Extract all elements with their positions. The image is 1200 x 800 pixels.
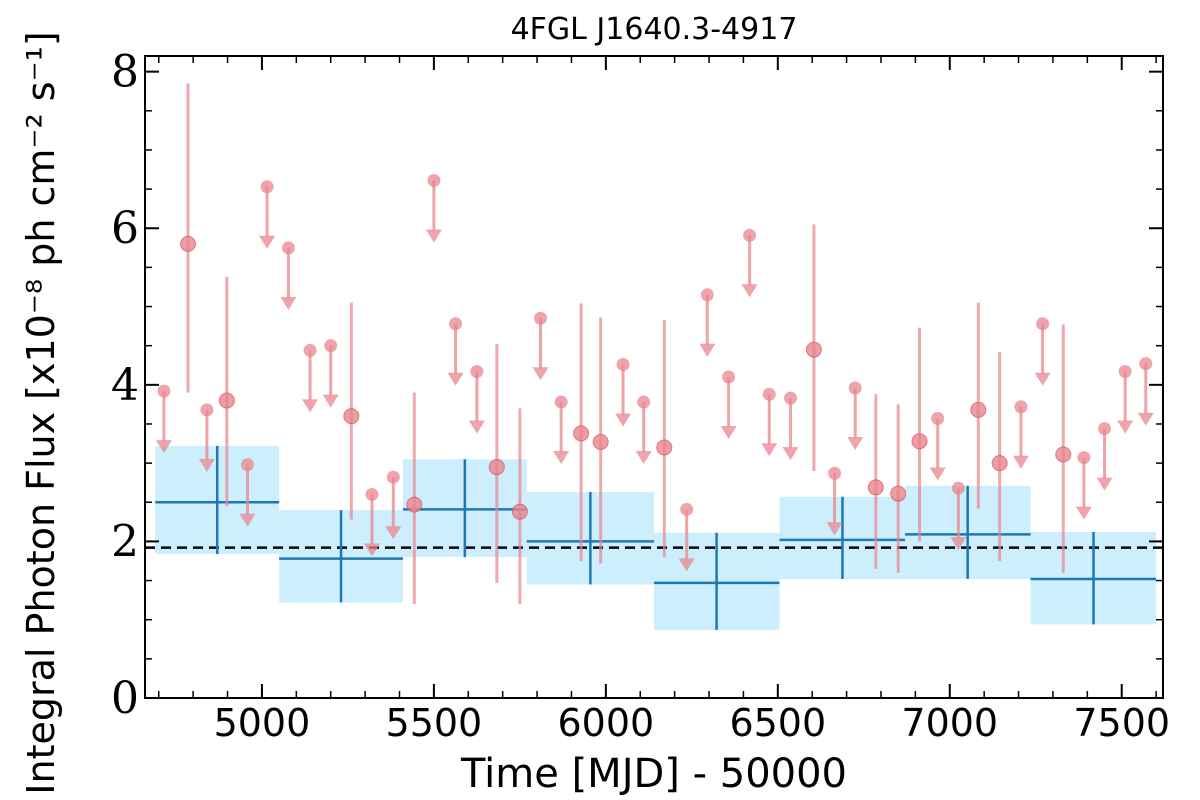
detection-point-3 [406,496,423,513]
upper-limit-arrowhead-9 [425,229,442,243]
detection-point-0 [179,235,196,252]
detection-point-5 [511,503,528,520]
detection-point-6 [573,425,590,442]
upper-limit-point-1 [200,403,214,417]
upper-limit-point-24 [931,411,945,425]
detection-point-15 [1055,446,1072,463]
y-tick-label-0: 0 [111,673,139,724]
detection-point-14 [991,455,1008,472]
upper-limit-arrowhead-17 [699,343,716,357]
y-tick-label-1: 2 [111,516,139,567]
upper-limit-point-29 [1098,422,1112,436]
upper-limit-point-18 [722,370,736,384]
plot-area [145,83,1163,630]
upper-limit-arrowhead-23 [847,436,864,450]
y-tick-label-3: 6 [111,203,139,254]
upper-limit-point-11 [470,365,484,379]
upper-limit-point-19 [743,228,757,242]
upper-limit-arrowhead-28 [1075,506,1092,520]
upper-limit-arrowhead-24 [929,467,946,481]
upper-limit-arrowhead-11 [468,420,485,434]
detection-point-2 [343,408,360,425]
upper-limit-point-9 [427,173,441,187]
y-axis-label: Integral Photon Flux [x10⁻⁸ ph cm⁻² s⁻¹] [19,31,63,794]
x-tick-label-4: 7000 [901,701,998,745]
upper-limit-point-8 [386,470,400,484]
upper-limit-arrowhead-29 [1096,477,1113,491]
upper-limit-arrowhead-22 [826,522,843,536]
upper-limit-arrowhead-1 [198,458,215,472]
upper-limit-arrowhead-19 [741,284,758,298]
upper-limit-point-4 [281,241,295,255]
upper-limit-arrowhead-14 [615,413,632,427]
upper-limit-arrowhead-21 [782,447,799,461]
upper-limit-point-17 [700,288,714,302]
upper-limit-arrowhead-16 [678,558,695,572]
upper-limit-point-27 [1036,317,1050,331]
upper-limit-arrowhead-13 [553,451,570,465]
upper-limit-point-14 [616,357,630,371]
upper-limit-point-12 [534,311,548,325]
upper-limit-point-7 [365,487,379,501]
upper-limit-point-10 [449,317,463,331]
y-tick-label-4: 8 [111,47,139,98]
upper-limit-point-16 [680,502,694,516]
upper-limit-arrowhead-15 [635,451,652,465]
x-tick-label-0: 5000 [214,701,311,745]
detection-point-1 [218,392,235,409]
upper-limit-arrowhead-20 [761,443,778,457]
upper-limit-arrowhead-27 [1034,372,1051,386]
upper-limit-point-2 [240,458,254,472]
upper-limit-arrowhead-3 [259,235,276,249]
upper-limit-point-13 [554,395,568,409]
upper-limit-arrowhead-18 [720,426,737,439]
upper-limit-arrowhead-2 [239,513,256,527]
plot-frame [144,55,1164,699]
detection-point-7 [592,433,609,450]
x-tick-label-1: 5500 [386,701,483,745]
detection-point-11 [890,485,907,502]
upper-limit-arrowhead-5 [302,399,319,413]
x-tick-label-3: 6500 [729,701,826,745]
upper-limit-point-26 [1014,400,1028,414]
detection-point-12 [911,433,928,450]
x-tick-label-5: 7500 [1073,701,1170,745]
upper-limit-arrowhead-7 [363,543,380,557]
upper-limit-point-5 [303,343,317,357]
detection-point-8 [656,439,673,456]
y-tick-label-2: 4 [111,360,139,411]
detection-point-9 [805,341,822,358]
upper-limit-arrowhead-6 [322,394,339,408]
upper-limit-point-15 [637,395,651,409]
axes: 5000 5500 6000 6500 7000 7500 0 2 4 6 8 [111,47,1170,745]
upper-limit-arrowhead-10 [447,372,464,386]
upper-limit-point-20 [762,387,776,401]
detection-point-4 [488,459,505,476]
upper-limit-point-30 [1118,365,1132,379]
upper-limit-point-6 [324,339,338,353]
chart-title: 4FGL J1640.3-4917 [511,12,798,47]
upper-limit-point-28 [1077,451,1091,465]
upper-limit-point-21 [784,391,798,405]
upper-limit-arrowhead-31 [1137,412,1154,426]
upper-limit-arrowhead-0 [155,440,172,454]
upper-limit-point-3 [260,180,274,194]
upper-limit-arrowhead-12 [532,367,549,381]
upper-limit-point-25 [951,481,965,495]
upper-limit-arrowhead-4 [280,296,297,310]
upper-limit-point-23 [848,381,862,395]
x-axis-label: Time [MJD] - 50000 [460,751,847,797]
upper-limit-arrowhead-8 [385,526,402,540]
upper-limit-point-0 [157,384,171,398]
detection-point-13 [970,401,987,418]
upper-limit-arrowhead-26 [1012,455,1029,469]
upper-limit-arrowhead-25 [950,537,967,551]
x-tick-label-2: 6000 [557,701,654,745]
detection-point-10 [867,479,884,496]
upper-limit-point-22 [828,466,842,480]
upper-limit-arrowhead-30 [1117,420,1134,434]
upper-limit-point-31 [1139,357,1153,371]
